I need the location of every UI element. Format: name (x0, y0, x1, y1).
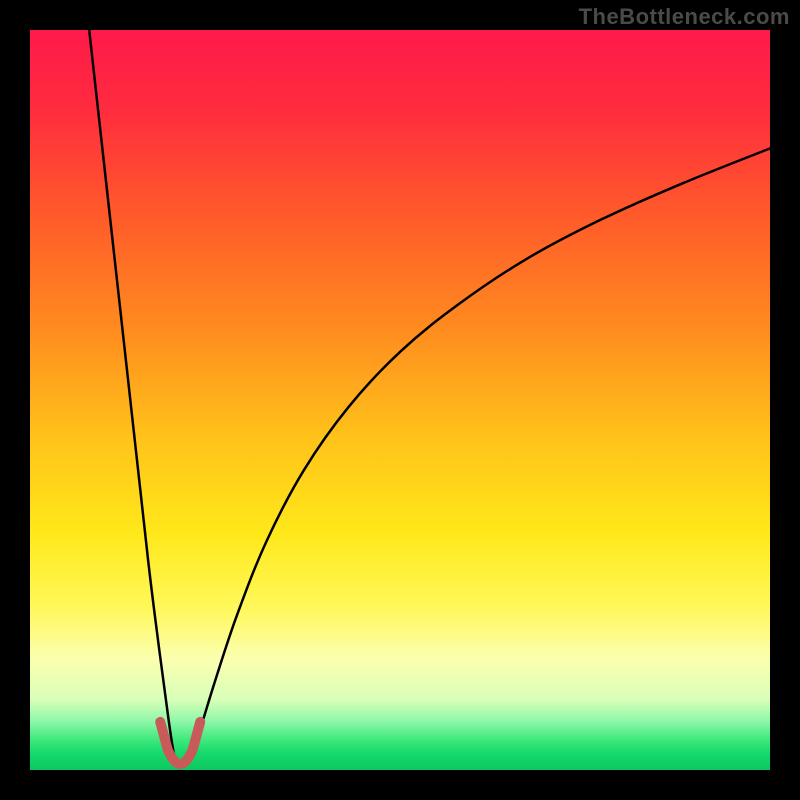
bottleneck-curve-chart (0, 0, 800, 800)
watermark-text: TheBottleneck.com (579, 4, 790, 30)
chart-frame: TheBottleneck.com (0, 0, 800, 800)
plot-gradient-background (30, 30, 770, 770)
